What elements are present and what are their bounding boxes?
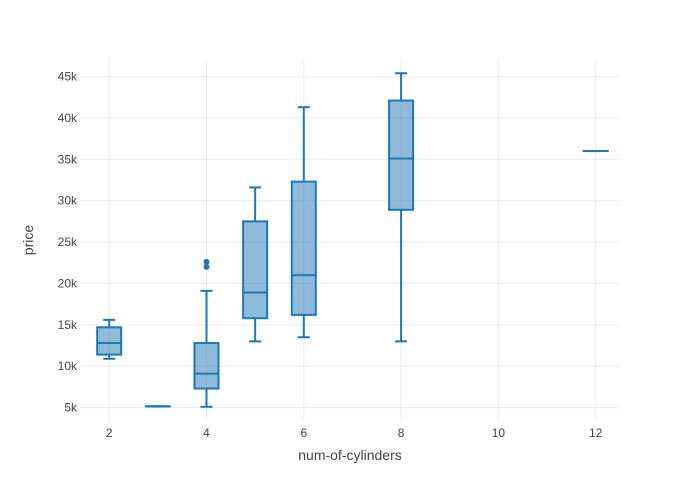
- box-5-cylinders[interactable]: [242, 186, 269, 343]
- y-tick-label: 30k: [58, 194, 78, 208]
- outlier-point[interactable]: [203, 258, 210, 265]
- y-axis-title: price: [20, 225, 36, 256]
- box-6-cylinders[interactable]: [290, 106, 317, 339]
- x-axis-ticks: 2 4 6 8 10 12: [106, 426, 603, 440]
- x-tick-label: 2: [106, 426, 113, 440]
- gridlines: [80, 60, 620, 420]
- x-tick-label: 6: [300, 426, 307, 440]
- x-axis-title: num-of-cylinders: [298, 447, 401, 463]
- outlier-point[interactable]: [203, 263, 210, 270]
- y-tick-label: 10k: [58, 359, 78, 373]
- box-iqr: [388, 99, 415, 211]
- y-tick-label: 20k: [58, 276, 78, 290]
- x-tick-label: 4: [203, 426, 210, 440]
- box-iqr: [193, 342, 220, 390]
- box-4-cylinders[interactable]: [193, 258, 220, 408]
- y-tick-label: 40k: [58, 111, 78, 125]
- y-tick-label: 25k: [58, 235, 78, 249]
- box-series: [96, 72, 609, 408]
- box-2-cylinders[interactable]: [96, 318, 123, 360]
- y-tick-label: 35k: [58, 152, 78, 166]
- x-tick-label: 12: [589, 426, 603, 440]
- x-tick-label: 8: [398, 426, 405, 440]
- box-iqr: [242, 220, 269, 320]
- box-iqr: [96, 326, 123, 356]
- y-tick-label: 15k: [58, 318, 78, 332]
- box-8-cylinders[interactable]: [388, 72, 415, 343]
- x-tick-label: 10: [492, 426, 506, 440]
- y-tick-label: 45k: [58, 70, 78, 84]
- y-axis-ticks: 5k 10k 15k 20k 25k 30k 35k 40k 45k: [58, 70, 78, 415]
- y-tick-label: 5k: [64, 401, 78, 415]
- box-iqr: [290, 180, 317, 316]
